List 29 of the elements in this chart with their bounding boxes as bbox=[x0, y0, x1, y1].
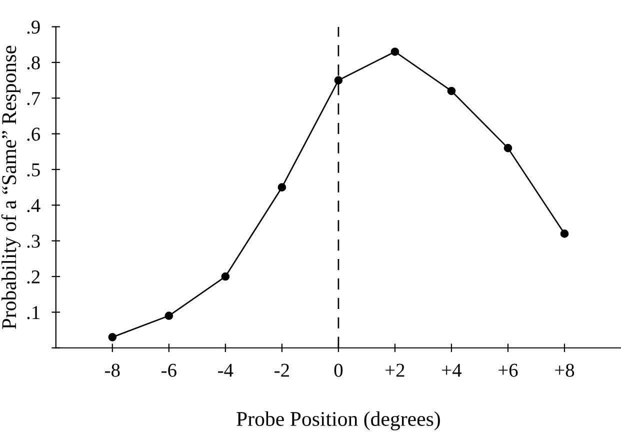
point bbox=[164, 312, 174, 320]
point bbox=[447, 86, 456, 96]
x-tick-label: -4 bbox=[218, 364, 234, 377]
y-tick-label: .2 bbox=[27, 270, 40, 284]
y-tick-label: .4 bbox=[27, 199, 40, 212]
point bbox=[334, 76, 343, 84]
y-tick-label: .1 bbox=[27, 306, 40, 320]
y-tick-label: .3 bbox=[27, 234, 40, 248]
point bbox=[390, 48, 400, 56]
x-tick-label: +6 bbox=[498, 364, 518, 377]
point bbox=[504, 144, 512, 152]
y-tick-label: .6 bbox=[27, 128, 40, 141]
x-tick-label: +4 bbox=[442, 364, 462, 377]
point bbox=[278, 183, 286, 192]
y-tick-label: .5 bbox=[27, 163, 40, 177]
x-axis-title: Probe Position (degrees) bbox=[236, 411, 440, 430]
x-tick-label: +8 bbox=[555, 364, 574, 377]
y-tick-label: .7 bbox=[27, 92, 40, 106]
x-tick-label: -8 bbox=[105, 364, 120, 377]
y-tick-label: .8 bbox=[27, 56, 40, 70]
point bbox=[108, 333, 117, 342]
y-axis-title: Probability of a “Same” Response bbox=[1, 46, 20, 330]
y-tick-label: .9 bbox=[27, 20, 40, 34]
point bbox=[221, 272, 230, 281]
x-tick-label: +2 bbox=[386, 364, 404, 377]
x-tick-label: -2 bbox=[274, 364, 289, 377]
point bbox=[560, 230, 569, 238]
x-tick-label: 0 bbox=[334, 364, 343, 377]
x-tick-label: -6 bbox=[162, 364, 176, 377]
